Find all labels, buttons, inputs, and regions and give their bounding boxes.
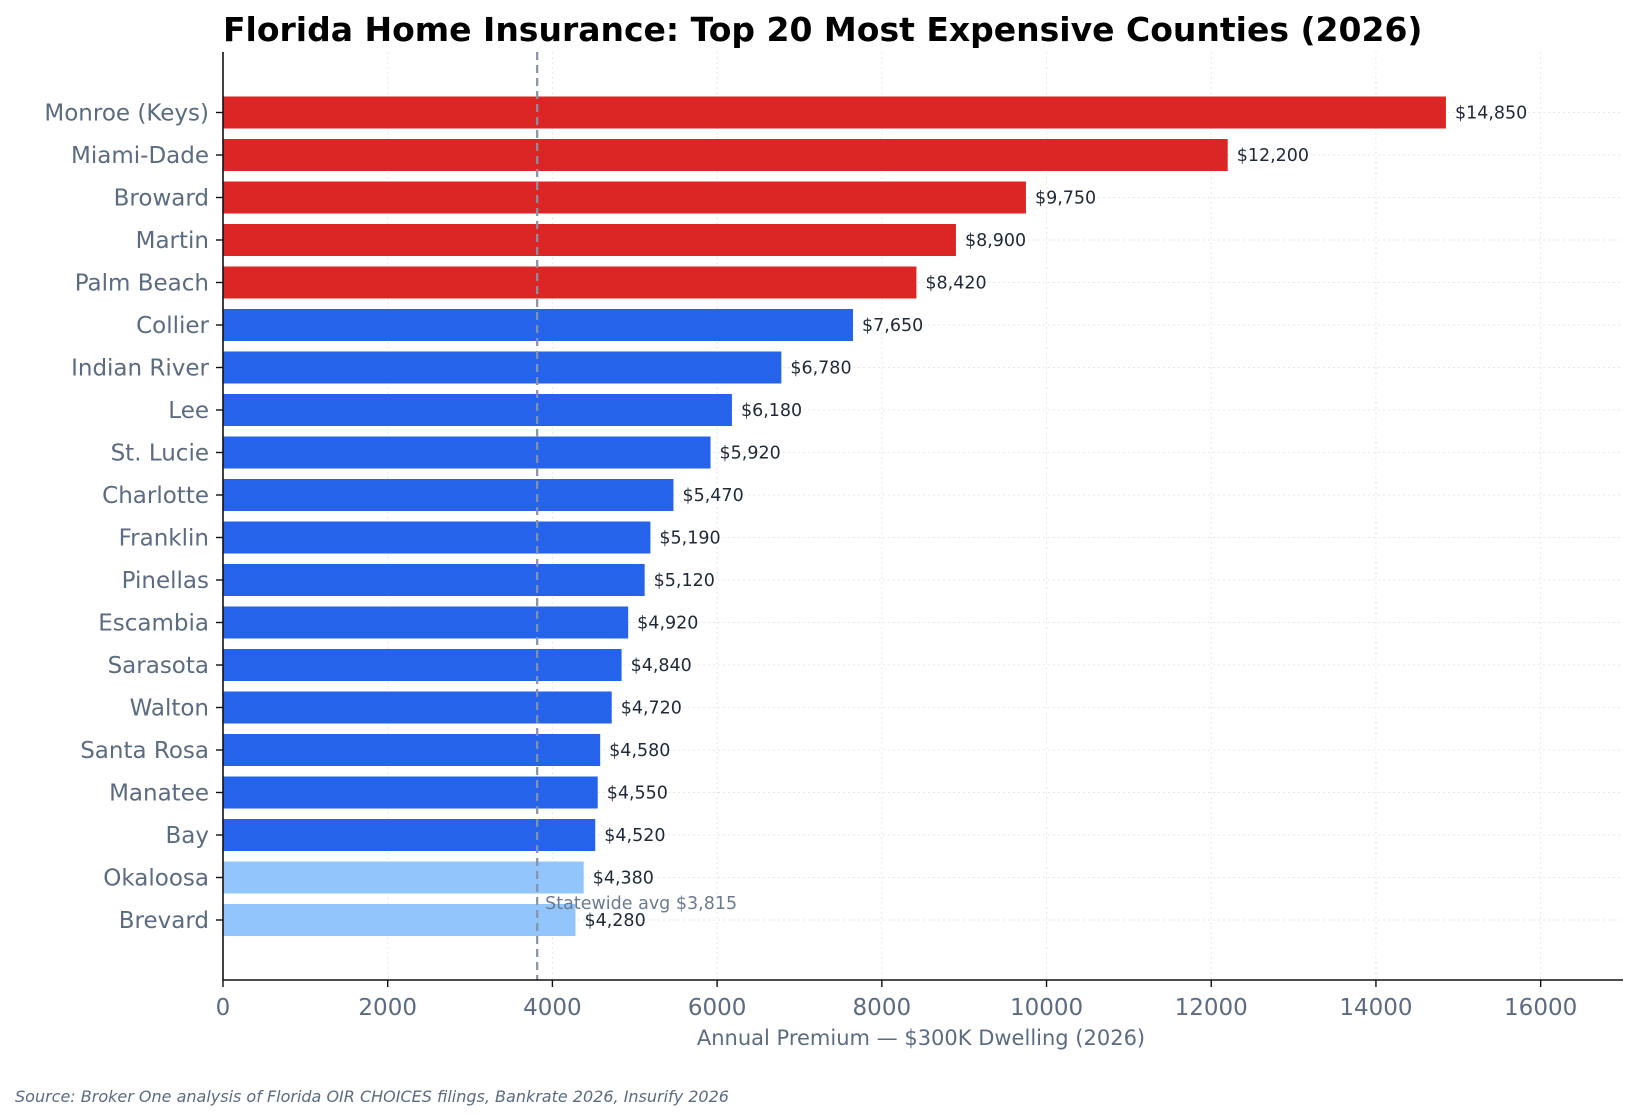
y-tick-label: Pinellas [122, 568, 209, 594]
bar [223, 904, 576, 936]
value-label: $5,190 [659, 529, 720, 549]
value-label: $5,920 [720, 444, 781, 464]
y-tick-label: Bay [166, 823, 209, 849]
y-tick-label: Brevard [119, 908, 209, 934]
value-label: $12,200 [1237, 146, 1309, 166]
x-tick-label: 16000 [1504, 995, 1577, 1021]
x-tick-label: 4000 [523, 995, 582, 1021]
y-tick-label: Monroe (Keys) [44, 101, 209, 127]
value-label: $6,780 [790, 359, 851, 379]
y-tick-label: Miami-Dade [71, 143, 209, 169]
y-tick-label: Martin [136, 228, 209, 254]
source-note: Source: Broker One analysis of Florida O… [15, 1087, 729, 1106]
y-tick-label: Charlotte [102, 483, 209, 509]
y-tick-label: Escambia [98, 611, 209, 637]
y-tick-label: Franklin [119, 526, 209, 552]
x-tick-label: 2000 [358, 995, 417, 1021]
reference-line-label: Statewide avg $3,815 [545, 894, 737, 914]
bar [223, 224, 956, 256]
y-tick-label: Collier [136, 313, 209, 339]
value-label: $4,920 [637, 614, 698, 634]
bar [223, 436, 711, 469]
value-label: $8,420 [925, 274, 986, 294]
axes [216, 52, 1623, 987]
labels: Monroe (Keys) Miami-Dade Broward Martin Palm… [44, 101, 1577, 1022]
x-tick-label: 12000 [1175, 995, 1248, 1021]
reference-line-group: Statewide avg $3,815 [536, 52, 737, 980]
value-label: $4,380 [593, 869, 654, 889]
bar [223, 861, 584, 894]
value-label: $4,580 [609, 741, 670, 761]
value-label: $4,280 [584, 911, 645, 931]
y-tick-label: Okaloosa [103, 866, 209, 892]
value-label: $9,750 [1035, 189, 1096, 209]
bar [223, 734, 601, 766]
bar [223, 521, 651, 554]
value-label: $4,840 [631, 656, 692, 676]
value-label: $4,520 [604, 826, 665, 846]
bar [223, 139, 1228, 171]
bar [223, 266, 917, 299]
bars [223, 96, 1446, 936]
bar [223, 564, 645, 596]
bar [223, 819, 596, 851]
chart-title: Florida Home Insurance: Top 20 Most Expe… [223, 10, 1423, 49]
bar [223, 691, 612, 724]
value-label: $5,120 [654, 571, 715, 591]
bar [223, 776, 598, 809]
value-label: $14,850 [1455, 104, 1527, 124]
x-tick-label: 0 [216, 995, 231, 1021]
value-label: $7,650 [862, 316, 923, 336]
y-tick-label: Palm Beach [75, 271, 209, 297]
value-label: $5,470 [682, 486, 743, 506]
x-tick-label: 10000 [1010, 995, 1083, 1021]
x-tick-label: 8000 [853, 995, 912, 1021]
y-tick-label: St. Lucie [111, 441, 209, 467]
y-tick-label: Sarasota [108, 653, 209, 679]
y-tick-label: Manatee [109, 781, 209, 807]
bar [223, 649, 622, 681]
y-tick-label: Indian River [71, 356, 209, 382]
bar [223, 479, 674, 511]
x-tick-label: 6000 [688, 995, 747, 1021]
bar [223, 394, 732, 426]
y-tick-label: Broward [114, 186, 209, 212]
value-label: $4,550 [607, 784, 668, 804]
value-label: $4,720 [621, 699, 682, 719]
value-label: $6,180 [741, 401, 802, 421]
y-tick-label: Santa Rosa [80, 738, 209, 764]
bar [223, 181, 1026, 214]
bar [223, 96, 1446, 129]
y-tick-label: Walton [130, 696, 209, 722]
x-axis-label: Annual Premium — $300K Dwelling (2026) [697, 1026, 1145, 1050]
bar [223, 606, 629, 639]
y-tick-label: Lee [168, 398, 209, 424]
value-label: $8,900 [965, 231, 1026, 251]
bar [223, 351, 782, 384]
x-tick-label: 14000 [1339, 995, 1412, 1021]
